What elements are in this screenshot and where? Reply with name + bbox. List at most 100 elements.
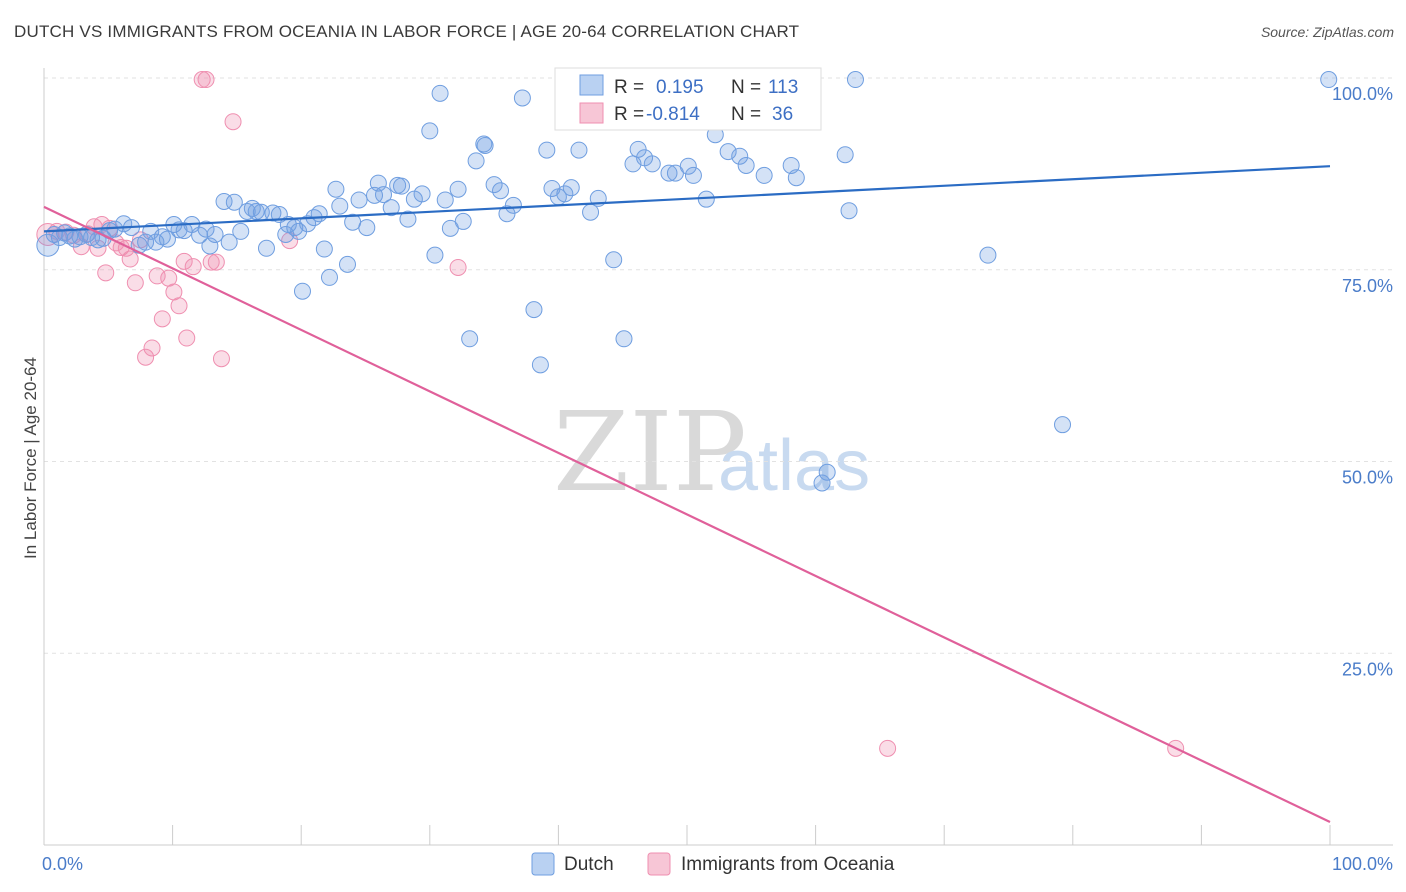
dutch-point	[310, 205, 328, 223]
dutch-point	[220, 233, 238, 251]
y-tick-labels: 100.0% 75.0% 50.0% 25.0%	[1332, 84, 1393, 679]
oceania-point	[97, 264, 115, 282]
dutch-point	[247, 202, 265, 220]
oceania-point	[178, 329, 196, 347]
dutch-point	[331, 197, 349, 215]
bottom-legend-oceania-swatch	[647, 852, 671, 876]
oceania-point	[126, 274, 144, 292]
dutch-point	[979, 246, 997, 264]
watermark-zip: ZIP	[553, 388, 747, 516]
trend-lines	[43, 165, 1331, 823]
oceania-trend-line	[43, 205, 1331, 823]
bottom-legend-oceania-label: Immigrants from Oceania	[681, 854, 895, 875]
dutch-point	[461, 330, 479, 348]
x-tick-label-max: 100.0%	[1332, 854, 1393, 874]
dutch-point	[643, 155, 661, 173]
dutch-point	[615, 330, 633, 348]
dutch-point	[836, 146, 854, 164]
dutch-point	[315, 240, 333, 258]
dutch-point	[755, 166, 773, 184]
dutch-point	[531, 356, 549, 374]
chart-title: DUTCH VS IMMIGRANTS FROM OCEANIA IN LABO…	[14, 22, 800, 41]
dutch-point	[238, 202, 256, 220]
legend-dutch-n-value: 113	[768, 77, 798, 98]
dutch-point	[498, 205, 516, 223]
source-credit: Source: ZipAtlas.com	[1260, 24, 1394, 40]
dutch-point	[813, 474, 831, 492]
oceania-point	[212, 350, 230, 368]
dutch-point	[299, 215, 317, 233]
dutch-point	[1054, 416, 1072, 434]
dutch-point	[543, 179, 561, 197]
legend-oceania-n-label: N =	[731, 104, 761, 125]
dutch-point	[399, 210, 417, 228]
dutch-point	[421, 122, 439, 140]
dutch-point	[320, 268, 338, 286]
axes	[43, 68, 1393, 846]
y-tick-label: 100.0%	[1332, 84, 1393, 104]
dutch-point	[454, 212, 472, 230]
dutch-point	[504, 196, 522, 214]
legend-dutch-n-label: N =	[731, 77, 761, 98]
legend-oceania-n-value: 36	[772, 104, 793, 125]
dutch-point	[449, 180, 467, 198]
oceania-point	[879, 739, 897, 757]
legend-oceania-swatch	[579, 102, 604, 124]
dutch-point	[338, 255, 356, 273]
dutch-point	[476, 136, 494, 154]
oceania-point	[449, 258, 467, 276]
dutch-point	[570, 141, 588, 159]
dutch-point	[679, 157, 697, 175]
dutch-point	[191, 226, 209, 244]
dutch-point	[436, 191, 454, 209]
dutch-point	[840, 202, 858, 220]
bottom-legend-dutch-label: Dutch	[564, 854, 614, 875]
dutch-point	[538, 141, 556, 159]
dutch-point	[293, 282, 311, 300]
legend: R = 0.195 N = 113 R = -0.814 N = 36	[554, 67, 822, 131]
legend-dutch-r-label: R =	[614, 77, 644, 98]
dutch-point	[605, 251, 623, 269]
legend-oceania-r-value: -0.814	[646, 104, 700, 125]
dutch-point	[375, 186, 393, 204]
dutch-point	[787, 169, 805, 187]
gridlines	[44, 77, 1393, 654]
oceania-point	[137, 348, 155, 366]
dutch-point	[137, 233, 155, 251]
oceania-point	[197, 71, 215, 89]
watermark-atlas: atlas	[718, 426, 870, 506]
dutch-point	[277, 225, 295, 243]
dutch-point	[818, 463, 836, 481]
dutch-point	[737, 156, 755, 174]
oceania-point	[193, 71, 211, 89]
dutch-point	[197, 220, 215, 238]
dutch-point	[485, 176, 503, 194]
dutch-point	[225, 193, 243, 211]
oceania-point	[184, 258, 202, 276]
legend-oceania-r-label: R =	[614, 104, 644, 125]
y-axis-label: In Labor Force | Age 20-64	[21, 357, 40, 559]
y-tick-label: 75.0%	[1342, 276, 1393, 296]
dutch-point	[413, 185, 431, 203]
dutch-point	[731, 147, 749, 165]
y-tick-label: 50.0%	[1342, 468, 1393, 488]
dutch-point	[492, 182, 510, 200]
oceania-point	[224, 113, 242, 131]
dutch-trend-line	[43, 165, 1331, 233]
dutch-point	[393, 177, 411, 195]
oceania-point	[170, 297, 188, 315]
dutch-point	[525, 301, 543, 319]
dutch-point	[257, 239, 275, 257]
dutch-point	[684, 166, 702, 184]
dutch-point	[846, 71, 864, 89]
bottom-legend: Dutch Immigrants from Oceania	[531, 852, 895, 876]
dutch-point	[232, 222, 250, 240]
dutch-point	[431, 84, 449, 102]
dutch-point	[279, 215, 297, 233]
dutch-point	[170, 221, 188, 239]
dutch-point	[467, 152, 485, 170]
dutch-point	[350, 191, 368, 209]
x-tick-label-min: 0.0%	[42, 854, 83, 874]
dutch-point	[426, 246, 444, 264]
